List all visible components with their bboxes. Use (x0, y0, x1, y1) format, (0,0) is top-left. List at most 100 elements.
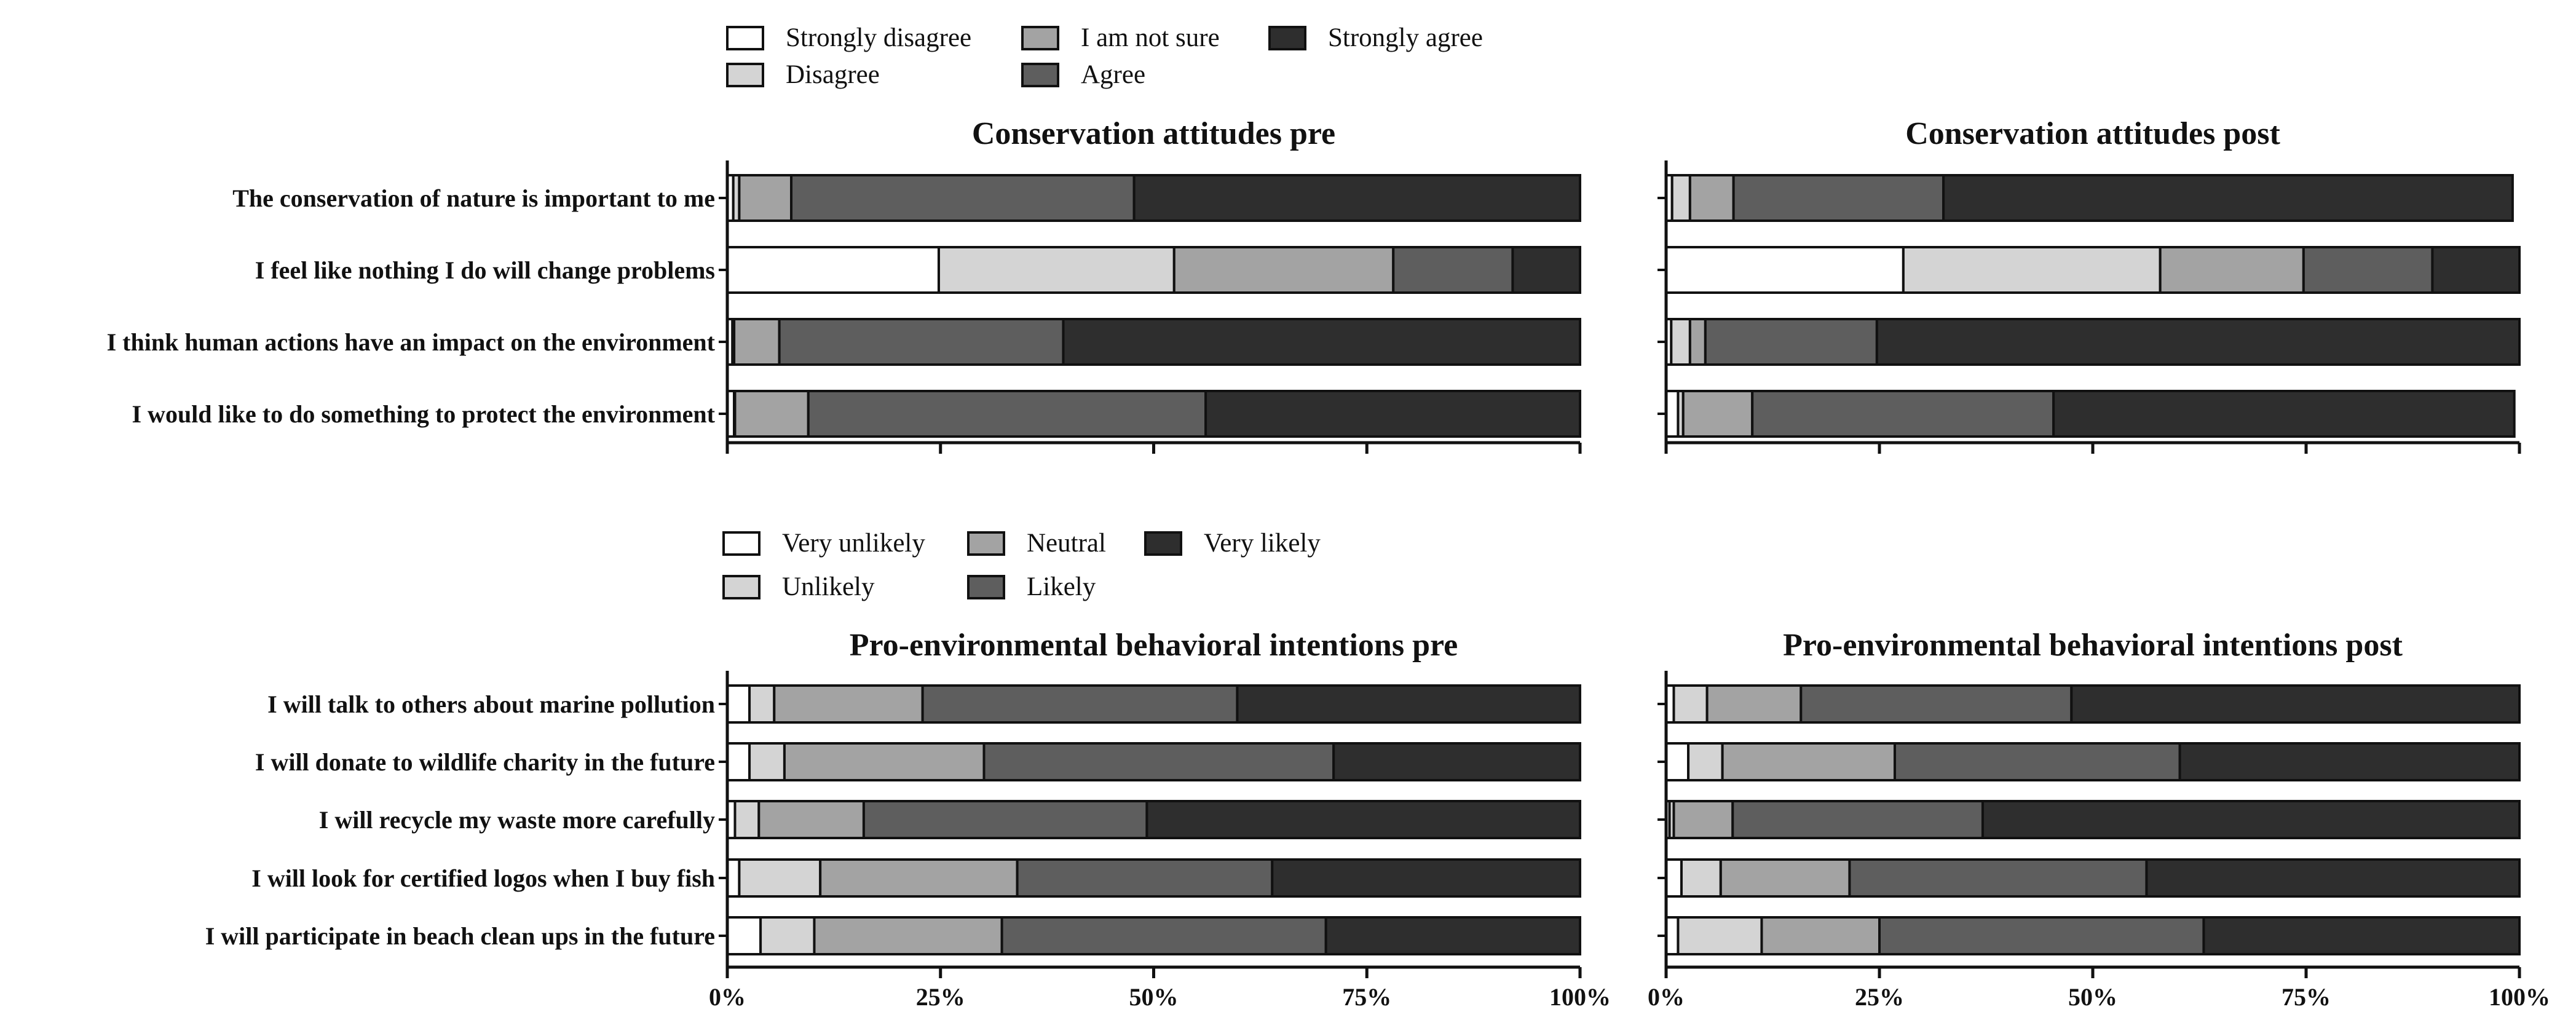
chart-title: Conservation attitudes post (1905, 116, 2280, 151)
bar-segment-likely (1016, 858, 1274, 898)
bar-segment-very-unlikely (1665, 916, 1680, 955)
bar-segment-likely (921, 684, 1239, 724)
x-tick-label: 75% (1342, 983, 1391, 1011)
bar-segment-agree (778, 318, 1065, 366)
category-label: I would like to do something to protect … (132, 400, 715, 428)
bar-segment-very-likely (1981, 800, 2521, 839)
bar-segment-i-am-not-sure (733, 390, 810, 438)
bar-segment-neutral (1760, 916, 1881, 955)
category-label: I feel like nothing I do will change pro… (255, 256, 715, 284)
legend-label-disagree: Disagree (786, 60, 880, 89)
x-tick-label: 25% (916, 983, 965, 1011)
bar-segment-very-likely (1271, 858, 1581, 898)
legend-label-very-likely: Very likely (1204, 529, 1321, 558)
bar-segment-very-likely (1145, 800, 1582, 839)
bar-segment-very-likely (1324, 916, 1582, 955)
bar-segment-likely (1893, 742, 2181, 781)
bar-segment-strongly-disagree (1665, 390, 1680, 438)
legend-swatch-unlikely (722, 575, 761, 599)
bar-segment-unlikely (1672, 684, 1709, 724)
bar-segment-strongly-agree (2431, 246, 2521, 294)
bar-segment-very-likely (2202, 916, 2521, 955)
bar-segment-unlikely (733, 800, 761, 839)
bar-segment-strongly-agree (1132, 174, 1581, 222)
bar-segment-agree (2302, 246, 2434, 294)
bar-segment-very-unlikely (726, 858, 741, 898)
legend-swatch-strongly-agree (1268, 26, 1306, 50)
bar-segment-disagree (1670, 174, 1691, 222)
legend-label-i-am-not-sure: I am not sure (1081, 23, 1220, 52)
bar-segment-agree (1732, 174, 1945, 222)
bar-segment-very-likely (1332, 742, 1581, 781)
bar-segment-strongly-agree (1204, 390, 1582, 438)
legend-label-strongly-agree: Strongly agree (1328, 23, 1483, 52)
chart-panel-conservation-attitudes-post: Conservation attitudes post (1657, 116, 2521, 454)
bar-segment-disagree (1670, 318, 1691, 366)
x-tick-label: 25% (1855, 983, 1904, 1011)
legend-label-agree: Agree (1081, 60, 1145, 89)
category-label: I think human actions have an impact on … (107, 328, 716, 356)
bar-segment-likely (1878, 916, 2205, 955)
chart-panel-pro-environmental-behavioral-intentions-post: Pro-environmental behavioral intentions … (1648, 628, 2550, 1011)
bar-segment-very-unlikely (1665, 858, 1683, 898)
x-tick-label: 50% (2068, 983, 2117, 1011)
bar-segment-very-likely (2145, 858, 2521, 898)
bar-segment-i-am-not-sure (2159, 246, 2305, 294)
x-tick-label: 100% (1549, 983, 1611, 1011)
bar-segment-neutral (819, 858, 1019, 898)
legend-swatch-strongly-disagree (726, 26, 764, 50)
legend-swatch-very-unlikely (722, 531, 761, 556)
category-label: I will look for certified logos when I b… (251, 864, 715, 892)
bar-segment-very-unlikely (726, 916, 762, 955)
bar-segment-neutral (783, 742, 986, 781)
bar-segment-strongly-disagree (726, 246, 940, 294)
category-label: I will participate in beach clean ups in… (205, 922, 715, 950)
bar-segment-unlikely (748, 684, 776, 724)
bar-segment-neutral (1721, 742, 1896, 781)
bar-segment-agree (790, 174, 1136, 222)
bar-segment-very-unlikely (726, 684, 751, 724)
x-tick-label: 0% (709, 983, 746, 1011)
bar-segment-neutral (757, 800, 865, 839)
bar-segment-i-am-not-sure (1681, 390, 1754, 438)
legend-swatch-neutral (967, 531, 1005, 556)
bar-segment-strongly-agree (1062, 318, 1581, 366)
bar-segment-unlikely (759, 916, 816, 955)
bar-segment-very-likely (2070, 684, 2521, 724)
chart-title: Pro-environmental behavioral intentions … (1783, 628, 2403, 663)
bar-segment-neutral (1719, 858, 1851, 898)
x-tick-label: 100% (2489, 983, 2550, 1011)
legend-label-strongly-disagree: Strongly disagree (786, 23, 971, 52)
legend-swatch-likely (967, 575, 1005, 599)
chart-panel-conservation-attitudes-pre: Conservation attitudes pre The conservati… (107, 116, 1582, 454)
chart-title: Pro-environmental behavioral intentions … (850, 628, 1458, 663)
bar-segment-very-unlikely (1665, 742, 1690, 781)
x-tick-label: 75% (2282, 983, 2331, 1011)
bar-segment-likely (1731, 800, 1984, 839)
bar-segment-unlikely (1680, 858, 1722, 898)
bar-segment-strongly-agree (1942, 174, 2514, 222)
bar-segment-unlikely (1677, 916, 1763, 955)
x-tick-label: 50% (1129, 983, 1179, 1011)
bar-segment-likely (982, 742, 1335, 781)
bar-segment-very-likely (1236, 684, 1581, 724)
bar-segment-very-unlikely (726, 742, 751, 781)
bar-segment-very-likely (2178, 742, 2521, 781)
legend-swatch-disagree (726, 63, 764, 87)
bar-segment-neutral (1672, 800, 1734, 839)
legend-swatch-very-likely (1144, 531, 1182, 556)
bar-segment-agree (1392, 246, 1514, 294)
bar-segment-disagree (1902, 246, 2162, 294)
category-label: I will donate to wildlife charity in the… (255, 748, 715, 776)
bar-segment-likely (1800, 684, 2073, 724)
chart-panel-pro-environmental-behavioral-intentions-pre: Pro-environmental behavioral intentions … (205, 628, 1611, 1011)
bar-segment-likely (1000, 916, 1327, 955)
category-label: The conservation of nature is important … (232, 184, 715, 212)
category-label: I will recycle my waste more carefully (319, 806, 715, 834)
legend-swatch-agree (1021, 63, 1059, 87)
bar-segment-unlikely (1687, 742, 1724, 781)
bar-segment-i-am-not-sure (1688, 318, 1707, 366)
x-tick-label: 0% (1648, 983, 1685, 1011)
bar-segment-likely (862, 800, 1148, 839)
